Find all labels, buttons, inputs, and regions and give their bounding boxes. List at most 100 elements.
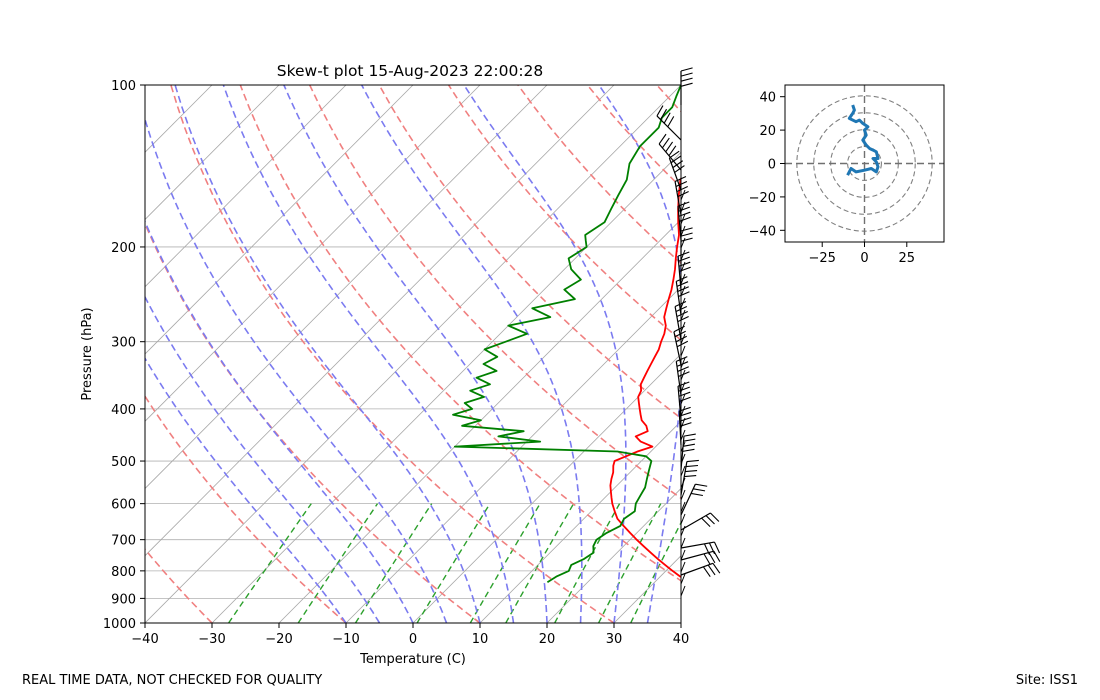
wind-barb-tick [680, 261, 686, 273]
wind-barb-flag [672, 160, 684, 169]
hodograph-y-tick-label: −40 [749, 224, 776, 239]
hodograph-x-tick-label: 0 [860, 251, 868, 266]
wind-barb-tick [680, 225, 686, 237]
moist-adiabat [145, 295, 381, 623]
y-tick-label: 200 [111, 241, 136, 256]
wind-barb-flag [679, 406, 691, 412]
isotherm-line [145, 85, 213, 153]
wind-barb-tick [680, 189, 686, 201]
wind-barb-flag [674, 175, 687, 183]
mixing-ratio-lines [228, 503, 681, 623]
wind-barb-staff [674, 181, 682, 216]
wind-barb-flag [676, 310, 688, 318]
wind-barb-tick [680, 501, 686, 513]
wind-barb-tick [680, 249, 686, 261]
wind-barb-tick [680, 273, 686, 285]
hodograph-x-tick-label: 25 [899, 251, 916, 266]
wind-barb-tick [680, 477, 686, 489]
wind-barb-flag [676, 185, 688, 193]
wind-barb-flag [658, 133, 667, 145]
y-tick-label: 700 [111, 534, 136, 549]
hodograph-ring [847, 146, 882, 181]
y-tick-label: 600 [111, 498, 136, 513]
hodograph-y-tick-label: 20 [759, 124, 776, 139]
wind-barb-flag [676, 356, 688, 362]
y-tick-label: 100 [111, 79, 136, 94]
wind-barb-flag [679, 216, 691, 222]
wind-barb-flag [676, 340, 689, 348]
wind-barb-tick [680, 549, 686, 561]
wind-barb-tick [680, 321, 686, 333]
wind-barb-flag [674, 165, 685, 173]
isotherm-line [680, 622, 681, 623]
wind-barb-staff [680, 562, 714, 576]
wind-barb-flag [677, 286, 689, 292]
mixing-ratio-line [228, 503, 312, 623]
isotherm-line [145, 85, 280, 221]
wind-barb-staff [656, 115, 682, 141]
wind-barb-flag [680, 82, 693, 87]
x-axis-title: Temperature (C) [359, 652, 466, 667]
wind-barb-flag [685, 469, 698, 473]
wind-barb-staff [677, 386, 682, 421]
wind-barb-flag [686, 459, 699, 463]
wind-barb-flag [683, 438, 696, 442]
hodograph-line [846, 104, 880, 176]
mixing-ratio-line [597, 503, 662, 623]
wind-barb-flag [703, 553, 711, 565]
y-tick-label: 300 [111, 336, 136, 351]
wind-barb-flag [693, 488, 706, 492]
dry-adiabat [378, 85, 681, 420]
hodograph-axes: −25 0 25 40 20 0 −20 −40 [749, 84, 945, 266]
wind-barb-staff [680, 461, 688, 496]
isotherm-line [278, 218, 681, 623]
x-tick-labels: −40 −30 −20 −10 0 10 20 30 40 [131, 623, 689, 647]
hodograph-y-tick-label: 40 [759, 91, 776, 106]
wind-barb-tick [680, 513, 686, 525]
wind-barb-flag [675, 180, 688, 188]
wind-barb-tick [680, 441, 686, 453]
dry-adiabat [308, 85, 681, 500]
moist-adiabat [222, 85, 515, 623]
wind-barb-tick [680, 201, 686, 213]
site-label: Site: ISS1 [1015, 673, 1078, 688]
wind-barb-tick [680, 345, 686, 357]
wind-barb-staff [675, 361, 682, 396]
wind-barb-flag [678, 371, 690, 377]
hodograph-ring [813, 112, 916, 215]
x-tick-label: −30 [198, 632, 225, 647]
x-tick-label: 40 [673, 632, 690, 647]
wind-barb-flag [680, 67, 693, 72]
wind-barb-flag [680, 237, 693, 242]
moist-adiabat [360, 85, 583, 623]
wind-barb-flag [683, 433, 696, 437]
hodograph-y-tick-label: 0 [768, 158, 776, 173]
wind-barb-staff [680, 512, 711, 531]
wind-barb-flag [677, 366, 689, 372]
wind-barb-flag [661, 137, 670, 149]
x-tick-label: −10 [332, 632, 359, 647]
y-tick-label: 500 [111, 455, 136, 470]
moist-adiabat [174, 85, 481, 623]
isotherm-line [145, 85, 347, 288]
wind-barb-tick [680, 489, 686, 501]
dry-adiabat-lines [145, 85, 681, 623]
wind-barb-flag [675, 305, 688, 313]
wind-barb-flag [665, 141, 674, 153]
moist-adiabat-lines [145, 85, 681, 623]
wind-barb-flag [680, 232, 693, 237]
wind-barb-tick [680, 357, 686, 369]
y-tick-label: 400 [111, 403, 136, 418]
hodograph-rings [785, 85, 944, 242]
wind-barb-flag [712, 563, 721, 574]
wind-barb-flag [677, 316, 689, 323]
wind-barb-flag [679, 396, 691, 402]
hodograph-y-tick-label: −20 [749, 191, 776, 206]
wind-barb-flag [680, 77, 693, 82]
wind-barb-flag [690, 492, 703, 497]
wind-barb-tick [680, 213, 686, 225]
wind-barb-flag [685, 464, 699, 468]
chart-title: Skew-t plot 15-Aug-2023 22:00:28 [277, 62, 544, 80]
y-tick-label: 1000 [103, 617, 136, 632]
isotherm-line [546, 487, 681, 623]
